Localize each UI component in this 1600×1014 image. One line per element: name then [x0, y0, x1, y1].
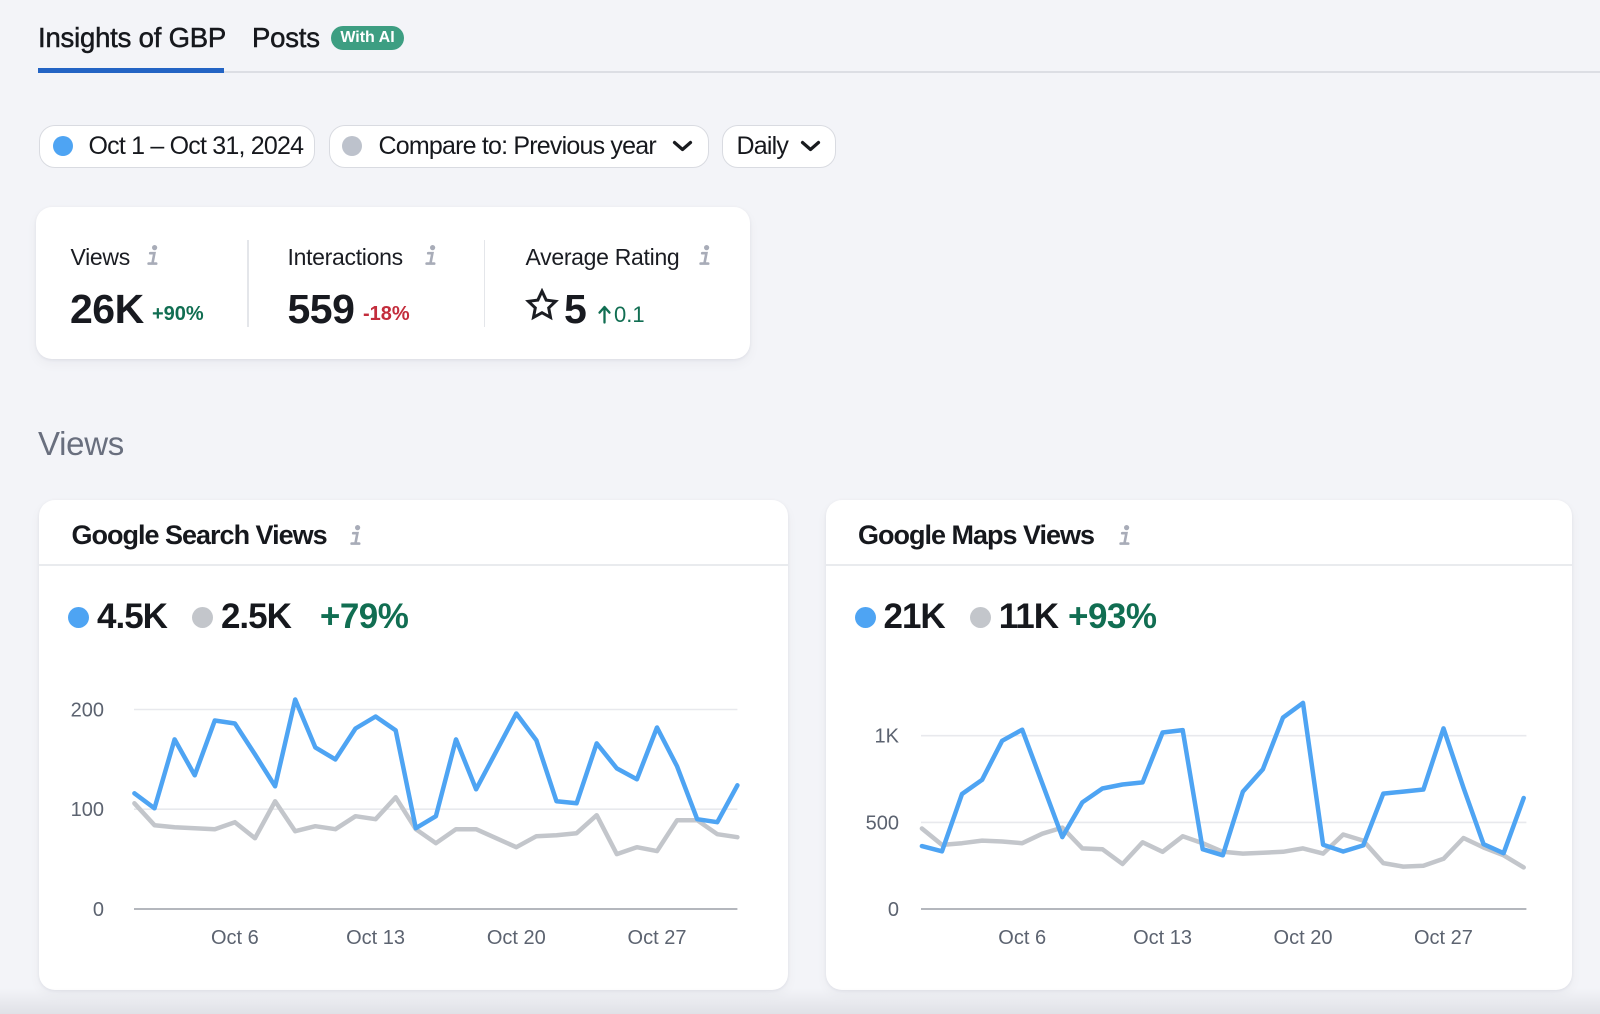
svg-text:0: 0 — [93, 899, 104, 921]
svg-text:Oct 20: Oct 20 — [1273, 927, 1332, 949]
svg-text:Oct 6: Oct 6 — [998, 927, 1046, 949]
svg-text:Oct 27: Oct 27 — [1413, 927, 1472, 949]
svg-text:500: 500 — [865, 812, 898, 834]
svg-text:Oct 13: Oct 13 — [1133, 927, 1192, 949]
svg-text:1K: 1K — [874, 726, 899, 748]
svg-text:100: 100 — [71, 799, 104, 821]
svg-text:Oct 6: Oct 6 — [211, 927, 259, 949]
svg-text:Oct 20: Oct 20 — [487, 927, 546, 949]
svg-text:Oct 13: Oct 13 — [346, 927, 405, 949]
svg-text:Oct 27: Oct 27 — [628, 927, 687, 949]
svg-text:200: 200 — [71, 700, 104, 722]
svg-text:0: 0 — [887, 899, 898, 921]
